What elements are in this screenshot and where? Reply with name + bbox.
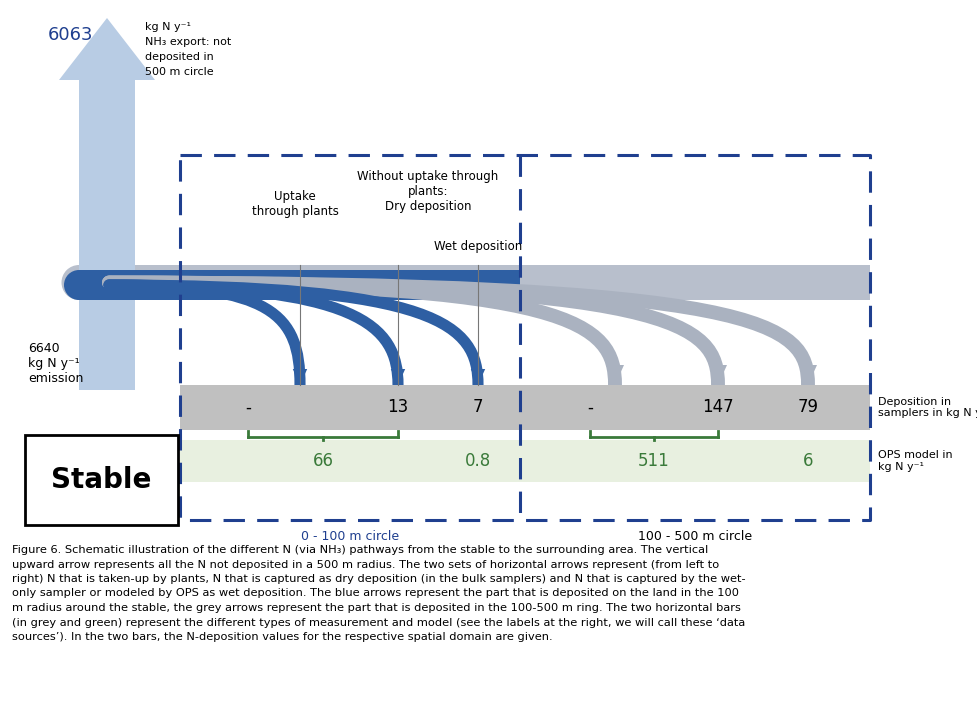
Text: 100 - 500 m circle: 100 - 500 m circle — [637, 530, 751, 543]
Polygon shape — [708, 365, 726, 385]
Bar — [79, 265, 870, 300]
Polygon shape — [59, 18, 154, 390]
Text: 66: 66 — [313, 452, 333, 470]
Text: emission: emission — [28, 372, 83, 385]
Bar — [180, 385, 870, 430]
Text: 13: 13 — [387, 398, 408, 416]
Text: Without uptake through
plants:
Dry deposition: Without uptake through plants: Dry depos… — [357, 170, 498, 213]
Text: -: - — [245, 398, 251, 416]
Text: -: - — [586, 398, 592, 416]
Text: m radius around the stable, the grey arrows represent the part that is deposited: m radius around the stable, the grey arr… — [12, 603, 741, 613]
Text: Figure 6. Schematic illustration of the different N (via NH₃) pathways from the : Figure 6. Schematic illustration of the … — [12, 545, 707, 555]
Polygon shape — [470, 369, 485, 385]
Wedge shape — [62, 265, 79, 300]
Text: kg N y⁻¹: kg N y⁻¹ — [145, 22, 191, 32]
Text: Wet deposition: Wet deposition — [434, 240, 522, 253]
Text: 79: 79 — [796, 398, 818, 416]
Text: right) N that is taken-up by plants, N that is captured as dry deposition (in th: right) N that is taken-up by plants, N t… — [12, 574, 744, 584]
Text: NH₃ export: not: NH₃ export: not — [145, 37, 231, 47]
Text: 0.8: 0.8 — [464, 452, 490, 470]
Bar — [180, 440, 870, 482]
Text: deposited in: deposited in — [145, 52, 214, 62]
Text: kg N y⁻¹: kg N y⁻¹ — [28, 357, 79, 370]
Text: 6640: 6640 — [28, 342, 60, 355]
Text: 0 - 100 m circle: 0 - 100 m circle — [301, 530, 399, 543]
Text: OPS model in
kg N y⁻¹: OPS model in kg N y⁻¹ — [877, 450, 952, 471]
Text: sources’). In the two bars, the N-deposition values for the respective spatial d: sources’). In the two bars, the N-deposi… — [12, 632, 552, 642]
Polygon shape — [798, 365, 816, 385]
Text: 147: 147 — [701, 398, 733, 416]
Text: upward arrow represents all the N not deposited in a 500 m radius. The two sets : upward arrow represents all the N not de… — [12, 559, 718, 569]
Text: 6063: 6063 — [48, 26, 93, 44]
Text: only sampler or modeled by OPS as wet deposition. The blue arrows represent the : only sampler or modeled by OPS as wet de… — [12, 588, 739, 598]
Polygon shape — [292, 369, 307, 385]
Text: 6: 6 — [802, 452, 813, 470]
Text: Stable: Stable — [51, 466, 151, 494]
Text: 500 m circle: 500 m circle — [145, 67, 213, 77]
Text: (in grey and green) represent the different types of measurement and model (see : (in grey and green) represent the differ… — [12, 618, 744, 627]
Text: Uptake
through plants: Uptake through plants — [251, 190, 338, 218]
Text: 511: 511 — [637, 452, 669, 470]
Wedge shape — [64, 270, 79, 300]
Polygon shape — [391, 369, 404, 385]
Bar — [79, 270, 520, 300]
Polygon shape — [606, 365, 623, 385]
Text: 7: 7 — [472, 398, 483, 416]
Bar — [25, 435, 178, 525]
Text: Deposition in
samplers in kg N y⁻¹: Deposition in samplers in kg N y⁻¹ — [877, 397, 977, 418]
